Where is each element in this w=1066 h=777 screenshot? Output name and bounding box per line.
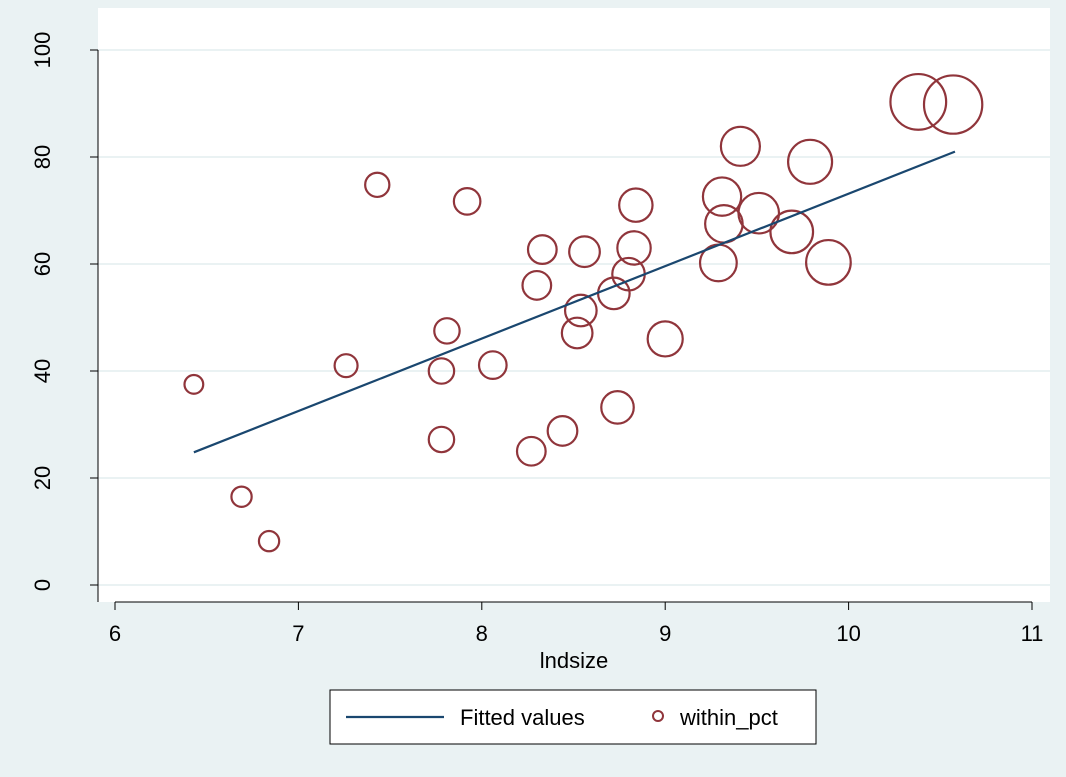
- scatter-point: [230, 485, 253, 508]
- scatter-point: [515, 435, 547, 467]
- scatter-point: [646, 320, 684, 358]
- scatter-point: [787, 138, 834, 185]
- scatter-point: [568, 235, 601, 269]
- scatter-point: [427, 357, 456, 385]
- scatter-point: [616, 230, 652, 266]
- scatter-point: [889, 72, 948, 131]
- scatter-point: [333, 353, 359, 379]
- scatter-point: [719, 125, 762, 167]
- scatter-point: [364, 171, 391, 199]
- scatter-point: [563, 293, 598, 328]
- scatter-point: [737, 191, 781, 235]
- scatter-point: [521, 269, 553, 301]
- y-tick-label: 60: [30, 252, 55, 276]
- scatter-point: [452, 187, 482, 216]
- y-tick-label: 0: [30, 579, 55, 591]
- fitted-values-line: [193, 150, 956, 454]
- x-tick-label: 8: [476, 621, 488, 646]
- legend-label-fitted: Fitted values: [460, 705, 585, 730]
- x-tick-label: 6: [109, 621, 121, 646]
- scatter-point: [526, 234, 558, 265]
- y-tick-label: 80: [30, 145, 55, 169]
- x-tick-label: 10: [836, 621, 860, 646]
- scatter-point: [546, 415, 579, 447]
- scatter-point: [805, 238, 852, 286]
- x-axis-ticks: 6 7 8 9 10 11: [109, 602, 1044, 646]
- x-tick-label: 7: [292, 621, 304, 646]
- scatter-point: [769, 209, 815, 255]
- scatter-point: [701, 176, 743, 217]
- scatter-point: [618, 187, 654, 223]
- gridlines: [98, 49, 1050, 586]
- legend-marker-swatch: [652, 710, 664, 722]
- legend: Fitted values within_pct: [329, 689, 817, 745]
- y-tick-label: 20: [30, 466, 55, 490]
- y-tick-label: 100: [30, 32, 55, 69]
- legend-label-within-pct: within_pct: [679, 705, 778, 730]
- x-axis-label: lndsize: [540, 648, 608, 673]
- y-axis-ticks: 0 20 40 60 80 100: [30, 32, 98, 591]
- y-tick-label: 40: [30, 359, 55, 383]
- scatter-point: [433, 317, 461, 345]
- scatter-point: [922, 74, 984, 135]
- scatter-point: [257, 529, 281, 553]
- series-layer: [183, 72, 984, 553]
- scatter-point: [183, 373, 205, 395]
- scatter-point: [427, 425, 456, 454]
- scatter-point: [600, 390, 635, 425]
- scatter-point: [477, 350, 508, 381]
- plot-area: [98, 8, 1050, 602]
- x-tick-label: 11: [1021, 621, 1044, 646]
- scatter-point: [560, 316, 594, 350]
- x-tick-label: 9: [659, 621, 671, 646]
